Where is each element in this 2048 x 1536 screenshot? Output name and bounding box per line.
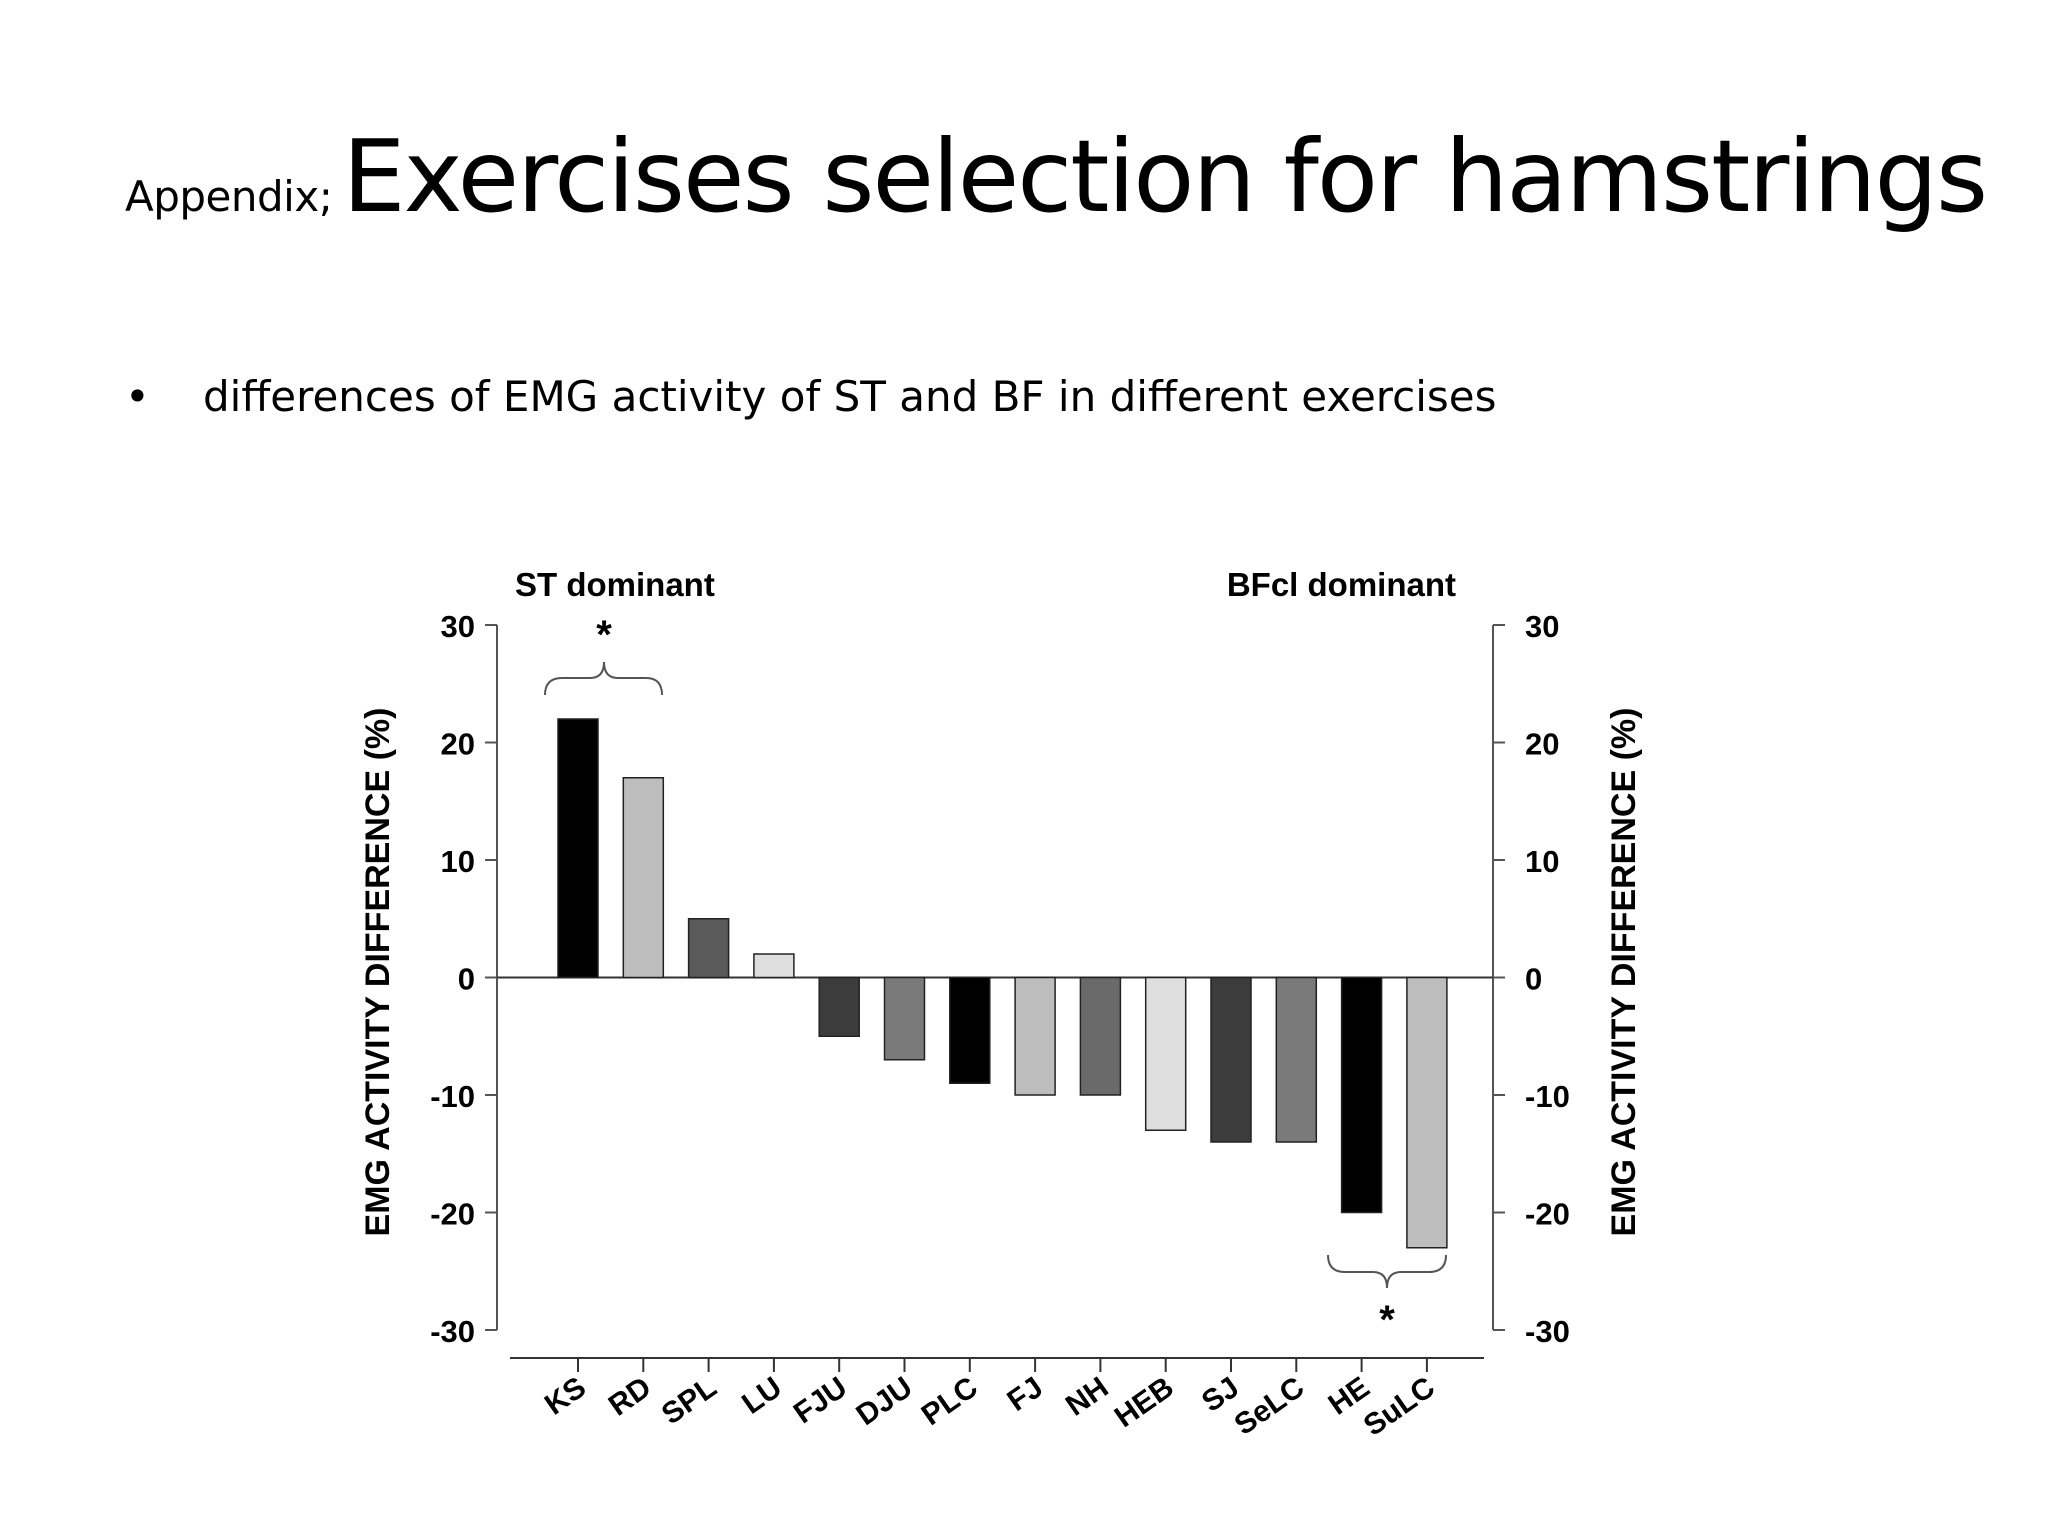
title-main: Exercises selection for hamstrings [342, 118, 1988, 235]
category-label-sulc: SuLC [1358, 1371, 1441, 1443]
title-prefix: Appendix; [125, 172, 333, 221]
bar-fju [818, 976, 860, 1037]
left-y-tick-label: -30 [430, 1314, 475, 1349]
category-label-fju: FJU [788, 1371, 853, 1431]
left-y-tick-label: -10 [430, 1079, 475, 1114]
bar-fj [1014, 976, 1056, 1096]
right-y-tick-label: 30 [1525, 609, 1559, 644]
left-y-tick-label: 10 [441, 844, 475, 879]
bar-ks [557, 718, 599, 979]
left-y-tick-label: 0 [458, 962, 475, 997]
category-label-lu: LU [736, 1371, 788, 1421]
bullet-text: differences of EMG activity of ST and BF… [203, 372, 1497, 421]
chart-axes [485, 624, 1505, 1372]
bar-sj [1210, 976, 1252, 1143]
left-group-annotation: ST dominant [515, 566, 715, 603]
chart-bars [557, 718, 1448, 1249]
category-label-heb: HEB [1109, 1371, 1180, 1434]
bar-lu [753, 953, 795, 979]
bar-dju [883, 976, 926, 1061]
right-y-tick-label: -10 [1525, 1079, 1570, 1114]
bar-spl [687, 918, 730, 979]
right-y-axis-title: EMG ACTIVITY DIFFERENCE (%) [1605, 708, 1643, 1237]
left-y-tick-label: 30 [441, 609, 475, 644]
left-brace [544, 661, 663, 696]
category-label-spl: SPL [656, 1371, 723, 1432]
right-significance-star: * [1379, 1298, 1395, 1342]
category-label-rd: RD [603, 1371, 657, 1423]
bar-plc [949, 976, 991, 1084]
right-y-tick-label: 20 [1525, 727, 1559, 762]
category-label-fj: FJ [1002, 1371, 1050, 1418]
bar-he [1340, 976, 1383, 1214]
left-y-axis-title: EMG ACTIVITY DIFFERENCE (%) [359, 708, 397, 1237]
right-y-tick-label: -20 [1525, 1197, 1570, 1232]
bullet-item: • differences of EMG activity of ST and B… [125, 372, 1497, 421]
category-label-nh: NH [1060, 1371, 1114, 1423]
bullet-dot: • [125, 372, 150, 421]
category-label-dju: DJU [850, 1371, 918, 1432]
left-y-tick-label: 20 [441, 727, 475, 762]
category-label-selc: SeLC [1229, 1371, 1311, 1442]
right-y-tick-label: 0 [1525, 962, 1542, 997]
bar-heb [1144, 976, 1187, 1131]
left-y-tick-label: -20 [430, 1197, 475, 1232]
bar-rd [622, 777, 665, 979]
bar-nh [1079, 976, 1122, 1096]
right-group-annotation: BFcl dominant [1227, 566, 1456, 603]
bar-selc [1275, 976, 1318, 1143]
category-label-ks: KS [539, 1371, 592, 1422]
category-label-plc: PLC [916, 1371, 984, 1432]
right-brace [1327, 1254, 1447, 1289]
right-y-tick-label: -30 [1525, 1314, 1570, 1349]
right-y-tick-label: 10 [1525, 844, 1559, 879]
left-significance-star: * [596, 613, 612, 657]
bar-sulc [1406, 976, 1448, 1249]
slide-title: Appendix; Exercises selection for hamstri… [125, 118, 1988, 235]
